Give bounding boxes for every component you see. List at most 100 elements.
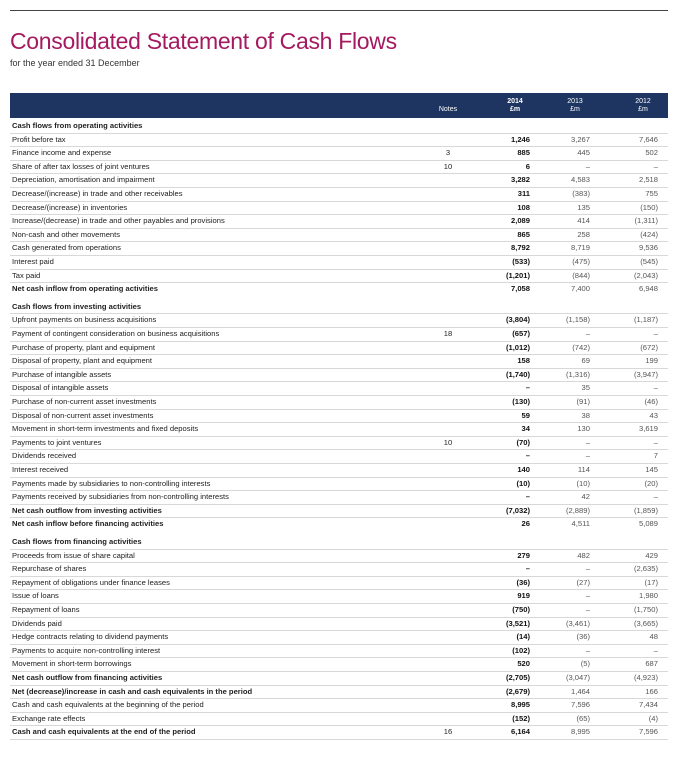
column-year: 2014 bbox=[507, 98, 523, 105]
row-value: (20) bbox=[644, 478, 658, 488]
row-value: 8,995 bbox=[570, 727, 590, 737]
row-value: 166 bbox=[645, 686, 658, 696]
row-line bbox=[10, 449, 668, 451]
row-label: Decrease/(increase) in inventories bbox=[12, 202, 128, 212]
row-value: 3,267 bbox=[570, 134, 590, 144]
row-value: – bbox=[585, 437, 590, 447]
row-label: Payment of contingent consideration on b… bbox=[12, 329, 220, 338]
row-value: – bbox=[525, 492, 530, 502]
row-notes: 18 bbox=[443, 329, 453, 338]
row-value: 26 bbox=[521, 519, 530, 529]
row-line bbox=[10, 241, 668, 243]
row-value: 145 bbox=[645, 465, 658, 474]
row-value: 69 bbox=[581, 356, 590, 366]
section-heading: Cash flows from operating activities bbox=[12, 121, 143, 130]
row-line bbox=[10, 367, 668, 369]
row-value: – bbox=[585, 605, 590, 614]
row-label: Repayment of obligations under finance l… bbox=[12, 577, 170, 587]
row-value: (545) bbox=[640, 257, 658, 266]
row-notes: 10 bbox=[443, 437, 453, 447]
row-value: (1,750) bbox=[633, 605, 658, 614]
row-label: Payments made by subsidiaries to non-con… bbox=[12, 478, 211, 488]
row-value: – bbox=[653, 645, 658, 655]
row-label: Purchase of property, plant and equipmen… bbox=[12, 342, 155, 352]
row-value: – bbox=[525, 451, 530, 461]
row-value: 1,246 bbox=[510, 134, 530, 144]
row-value: (102) bbox=[512, 645, 530, 655]
row-line bbox=[10, 159, 668, 161]
row-value: 7 bbox=[653, 451, 658, 461]
row-label: Net cash outflow from investing activiti… bbox=[12, 505, 162, 515]
row-value: 8,995 bbox=[510, 700, 530, 710]
row-line bbox=[10, 395, 668, 396]
row-value: (4) bbox=[648, 713, 658, 723]
row-label: Cash and cash equivalents at the end of … bbox=[12, 727, 196, 737]
row-label: Depreciation, amortisation and impairmen… bbox=[12, 175, 155, 185]
row-value: (1,201) bbox=[505, 270, 530, 280]
row-value: 279 bbox=[517, 550, 530, 560]
row-value: 5,089 bbox=[638, 519, 658, 529]
row-value: (424) bbox=[640, 229, 658, 239]
row-line bbox=[10, 327, 668, 328]
row-label: Net cash inflow from operating activitie… bbox=[12, 284, 158, 294]
row-label: Dividends received bbox=[12, 451, 77, 461]
row-value: 140 bbox=[517, 465, 530, 474]
row-value: 38 bbox=[581, 410, 590, 420]
row-label: Finance income and expense bbox=[12, 148, 112, 158]
row-line bbox=[10, 214, 668, 216]
row-value: – bbox=[525, 564, 530, 574]
row-line bbox=[10, 517, 668, 519]
row-notes: 16 bbox=[443, 727, 453, 737]
row-label: Upfront payments on business acquisition… bbox=[12, 315, 157, 325]
row-value: 482 bbox=[577, 550, 590, 560]
row-label: Disposal of property, plant and equipmen… bbox=[12, 356, 153, 366]
row-notes: 3 bbox=[445, 148, 451, 158]
row-value: (2,705) bbox=[505, 673, 530, 682]
row-label: Hedge contracts relating to dividend pay… bbox=[12, 632, 169, 642]
row-line bbox=[10, 422, 668, 424]
row-value: 258 bbox=[577, 229, 590, 239]
row-line bbox=[10, 282, 668, 284]
row-value: (844) bbox=[572, 270, 590, 280]
row-value: (91) bbox=[576, 397, 590, 406]
row-value: (10) bbox=[516, 478, 530, 488]
row-value: (27) bbox=[576, 577, 590, 587]
row-line bbox=[10, 698, 668, 700]
row-value: 42 bbox=[581, 492, 590, 502]
row-value: 7,400 bbox=[570, 284, 590, 294]
row-value: 2,518 bbox=[638, 175, 658, 185]
row-value: (2,679) bbox=[505, 686, 530, 696]
top-rule bbox=[10, 10, 668, 11]
row-label: Disposal of intangible assets bbox=[12, 383, 109, 393]
row-value: – bbox=[585, 161, 590, 171]
row-line bbox=[10, 630, 668, 632]
row-value: – bbox=[653, 329, 658, 338]
row-value: (3,665) bbox=[633, 618, 658, 628]
row-label: Decrease/(increase) in trade and other r… bbox=[12, 189, 183, 198]
column-header: 2012 £m bbox=[628, 98, 658, 114]
row-value: 2,089 bbox=[510, 216, 530, 226]
row-value: 7,596 bbox=[638, 727, 658, 737]
row-line bbox=[10, 548, 668, 550]
row-value: – bbox=[585, 645, 590, 655]
column-header: 2013 £m bbox=[560, 98, 590, 114]
row-value: (2,635) bbox=[633, 564, 658, 574]
row-value: 34 bbox=[521, 424, 530, 434]
row-value: 4,583 bbox=[570, 175, 590, 185]
row-line bbox=[10, 268, 668, 270]
row-label: Exchange rate effects bbox=[12, 713, 86, 723]
row-line bbox=[10, 643, 668, 645]
row-value: (1,311) bbox=[634, 216, 659, 226]
row-value: 885 bbox=[517, 148, 530, 158]
row-line bbox=[10, 408, 668, 410]
row-value: 43 bbox=[649, 410, 658, 420]
row-value: 6 bbox=[525, 161, 530, 171]
row-label: Proceeds from issue of share capital bbox=[12, 550, 135, 560]
row-value: 108 bbox=[517, 202, 530, 212]
row-value: 135 bbox=[577, 202, 590, 212]
row-label: Movement in short-term investments and f… bbox=[12, 424, 199, 434]
row-value: 8,719 bbox=[570, 243, 590, 253]
row-value: 865 bbox=[517, 229, 530, 239]
row-value: (742) bbox=[572, 342, 590, 352]
row-value: 59 bbox=[521, 410, 530, 420]
